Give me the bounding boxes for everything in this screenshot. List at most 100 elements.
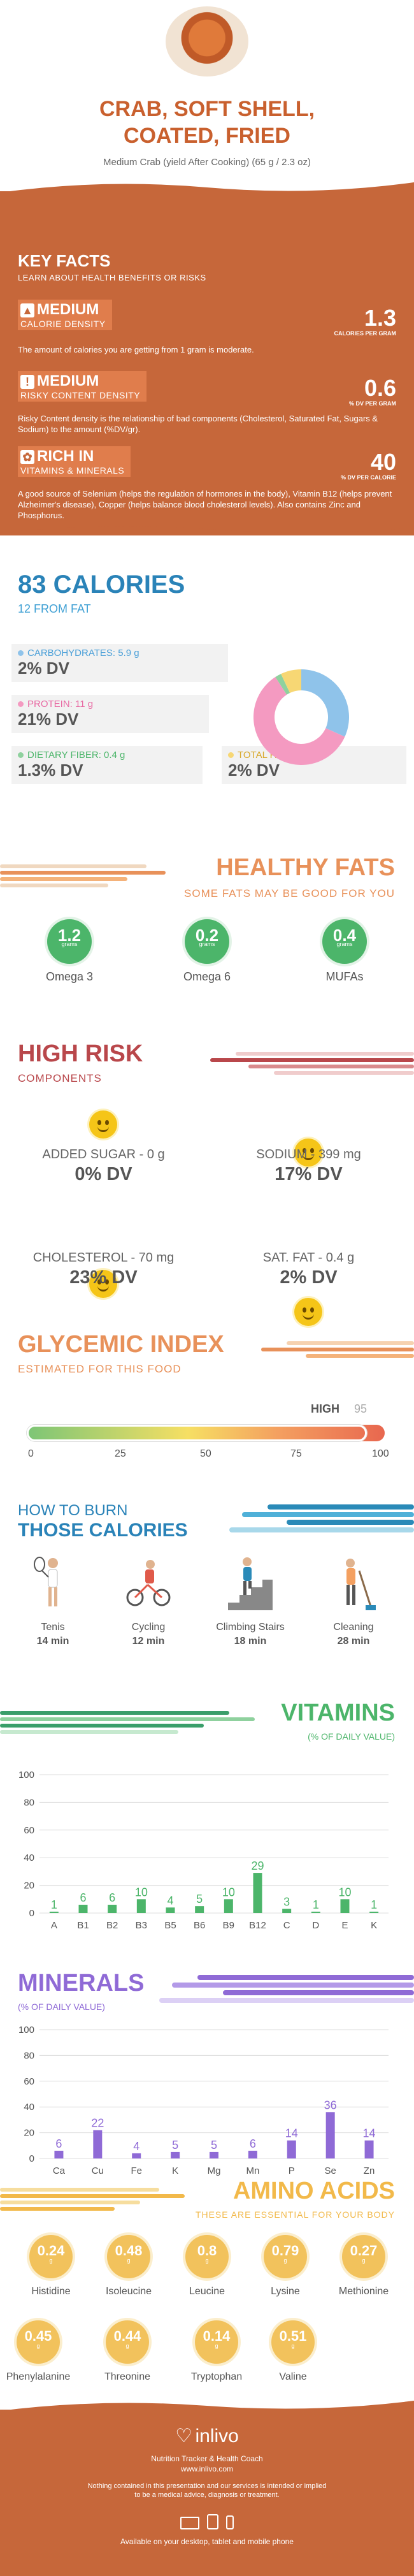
amino-circle-leucine: 0.8 g	[185, 2235, 229, 2278]
vitamin-value-label: 6	[109, 1891, 115, 1904]
amino-circle-isoleucine: 0.48 g	[107, 2235, 150, 2278]
stairs-climber-icon	[228, 1557, 273, 1610]
burn-cycling-minutes: 12 min	[132, 1636, 165, 1647]
donut-slice-protein	[253, 677, 345, 765]
burn-stairs-minutes: 18 min	[234, 1636, 267, 1647]
carbs-dv: 2% DV	[18, 659, 69, 678]
amino-unit: g	[205, 2257, 209, 2264]
vitamin-category-label: C	[283, 1920, 290, 1931]
wave-decoration	[0, 2401, 414, 2411]
protein-dot	[18, 701, 24, 707]
availability-text: Available on your desktop, tablet and mo…	[120, 2537, 294, 2546]
heart-icon: ♡	[175, 2426, 193, 2447]
wave-decoration	[0, 182, 414, 193]
vitamin-bar-B1	[78, 1904, 88, 1913]
vitamin-bar-C	[282, 1909, 292, 1913]
amino-title: AMINO ACIDS	[232, 2178, 395, 2204]
fiber-dv: 1.3% DV	[18, 760, 83, 780]
vitamin-category-label: A	[51, 1920, 57, 1931]
stripe-decoration	[0, 864, 166, 887]
healthy-fats-title: HEALTHY FATS	[216, 854, 395, 881]
fact-level: RICH IN	[37, 448, 94, 465]
fact-level: MEDIUM	[37, 372, 99, 389]
fact-unit: CALORIES PER GRAM	[334, 330, 396, 337]
donut-slice-fiber	[275, 674, 290, 695]
cholesterol-dv: 23% DV	[69, 1267, 138, 1288]
vitamin-bar-B2	[108, 1904, 117, 1913]
mineral-bar-Mn	[248, 2150, 257, 2158]
cyclist-icon	[126, 1560, 171, 1606]
amino-circle-valine: 0.51 g	[271, 2320, 315, 2364]
tablet-icon	[207, 2514, 218, 2529]
amino-circle-lysine: 0.79 g	[264, 2235, 307, 2278]
mineral-ytick-label: 20	[24, 2128, 34, 2139]
mineral-category-label: Fe	[131, 2165, 142, 2176]
fact-unit: % DV PER CALORIE	[340, 474, 396, 481]
fact-text: Risky Content density is the relationshi…	[18, 414, 378, 434]
amino-circle-threonine: 0.44 g	[106, 2320, 149, 2364]
mineral-value-label: 5	[172, 2139, 178, 2151]
tennis-player-icon	[34, 1557, 58, 1606]
glycemic-subtitle: ESTIMATED FOR THIS FOOD	[18, 1363, 182, 1375]
carbs-label: CARBOHYDRATES: 5.9 g	[27, 648, 139, 659]
amino-value: 0.44	[113, 2328, 141, 2344]
fact-pill: ▲ MEDIUM CALORIE DENSITY	[18, 300, 112, 330]
glycemic-title: GLYCEMIC INDEX	[18, 1331, 224, 1358]
mineral-value-label: 6	[55, 2137, 62, 2150]
amino-unit: g	[215, 2343, 218, 2349]
fact-label: RISKY CONTENT DENSITY	[20, 390, 141, 400]
vitamins-subtitle: (% OF DAILY VALUE)	[308, 1731, 395, 1742]
fact-level: MEDIUM	[37, 301, 99, 318]
brand-logo[interactable]: ♡ inlivo	[0, 2425, 414, 2447]
footer: ♡ inlivo Nutrition Tracker & Health Coac…	[0, 2401, 414, 2576]
amino-unit: g	[49, 2257, 53, 2264]
phone-icon	[226, 2515, 234, 2529]
vitamin-value-label: 6	[80, 1891, 86, 1904]
vitamin-ytick-label: 80	[24, 1797, 34, 1808]
vitamin-bar-B6	[195, 1906, 204, 1913]
burn-tenis-label: Tenis	[41, 1622, 65, 1633]
burn-cycling-label: Cycling	[131, 1622, 166, 1633]
stripe-decoration	[0, 1711, 255, 1734]
fact-label: VITAMINS & MINERALS	[20, 465, 125, 476]
mufas-label: MUFAs	[325, 970, 364, 983]
vitamin-category-label: B12	[249, 1920, 266, 1931]
mineral-bar-K	[171, 2151, 180, 2158]
healthy-fats-subtitle: SOME FATS MAY BE GOOD FOR YOU	[184, 887, 395, 899]
glycemic-gradient-bar	[27, 1425, 385, 1441]
added-sugar-dv: 0% DV	[75, 1164, 132, 1184]
burn-tenis-minutes: 14 min	[36, 1636, 69, 1647]
mineral-bar-Ca	[54, 2150, 64, 2158]
vitamin-bar-B9	[224, 1899, 233, 1913]
gi-tick-50: 50	[200, 1448, 211, 1459]
title-line-1: CRAB, SOFT SHELL,	[99, 97, 315, 121]
mineral-ytick-label: 100	[18, 2025, 34, 2035]
fat-dot	[228, 752, 234, 758]
page-title: CRAB, SOFT SHELL, COATED, FRIED	[0, 96, 414, 149]
key-facts-section: KEY FACTS LEARN ABOUT HEALTH BENEFITS OR…	[0, 182, 414, 535]
mineral-category-label: P	[289, 2165, 295, 2176]
vitamin-value-label: 29	[251, 1859, 264, 1872]
vitamin-value-label: 10	[222, 1886, 235, 1898]
fact-unit: % DV PER GRAM	[348, 400, 396, 407]
amino-value: 0.8	[197, 2243, 217, 2259]
stripe-decoration	[261, 1341, 414, 1358]
cleaning-person-icon	[346, 1559, 376, 1610]
glycemic-value: 95	[354, 1402, 368, 1415]
amino-unit: g	[36, 2343, 40, 2349]
mineral-bar-Se	[325, 2112, 335, 2158]
mineral-category-label: Mn	[246, 2165, 259, 2176]
mineral-category-label: Se	[324, 2165, 336, 2176]
minerals-bar-chart: 0 20 40 60 80 100 6 Ca 22 Cu 4 Fe 5 K 5 Mg 6 Mn 14 P 36 Se 14 Z…	[18, 2025, 389, 2176]
carbs-box: CARBOHYDRATES: 5.9 g 2% DV	[11, 644, 228, 682]
amino-label-lysine: Lysine	[271, 2286, 300, 2297]
omega6-circle: 0.2 grams	[185, 919, 229, 964]
amino-circle-methionine: 0.27 g	[342, 2235, 385, 2278]
footer-site[interactable]: www.inlivo.com	[180, 2464, 234, 2473]
fact-pill: ! MEDIUM RISKY CONTENT DENSITY	[18, 371, 147, 402]
protein-dv: 21% DV	[18, 709, 79, 729]
vitamin-ytick-label: 20	[24, 1881, 34, 1891]
burn-title-line2: THOSE CALORIES	[18, 1520, 188, 1541]
vitamin-bar-B3	[136, 1899, 146, 1913]
mineral-bar-Mg	[210, 2151, 218, 2158]
